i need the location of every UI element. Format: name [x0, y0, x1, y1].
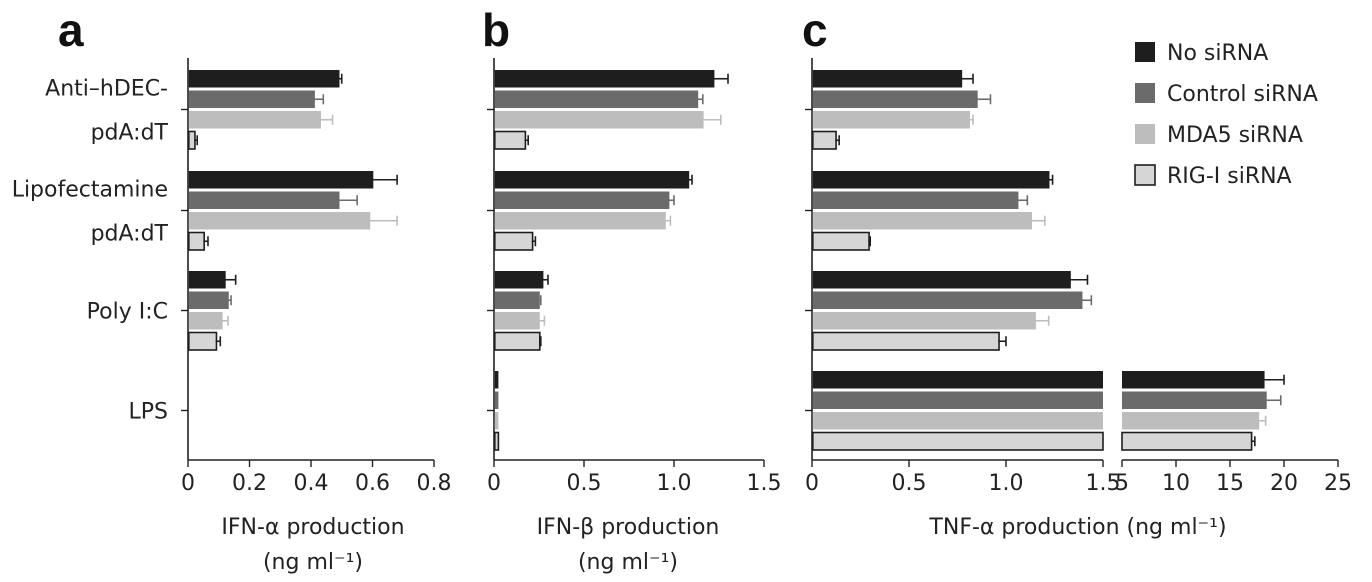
panel-c-bar-no-sirna	[812, 171, 1050, 189]
panel-c-bar-control-sirna	[812, 191, 1019, 209]
legend-swatch-control-sirna	[1135, 83, 1155, 103]
panel-a-x-axis-tick-label: 0	[181, 471, 195, 496]
panel-b-bar-no-sirna	[494, 371, 499, 389]
panel-a-x-axis-title: IFN-α production	[221, 515, 404, 540]
panel-c-bar-control-sirna-seg2	[1122, 391, 1267, 409]
panel-c-x-axis-seg1-tick-label: 0	[805, 471, 819, 496]
panel-a-bar-control-sirna	[188, 90, 315, 108]
panel-a-bar-no-sirna	[188, 171, 374, 189]
panel-c-bar-no-sirna-seg1	[812, 371, 1103, 389]
panel-b-bar-rig-i-sirna	[493, 331, 541, 351]
panel-b-bar-mda5-sirna	[494, 312, 540, 330]
panel-a-bar-rig-i-sirna	[188, 231, 205, 251]
panel-c-bar-mda5-sirna	[812, 312, 1036, 330]
panel-b-bar-control-sirna	[494, 291, 540, 309]
panel-b-bar-rig-i-sirna	[493, 130, 527, 150]
category-label: pdA:dT	[91, 222, 169, 247]
legend-swatch-mda5-sirna	[1135, 124, 1155, 144]
panel-c-x-axis-title: TNF-α production (ng ml⁻¹)	[928, 515, 1226, 540]
panel-c-x-axis-seg2-tick-label: 20	[1270, 471, 1298, 496]
panel-c-bar-rig-i-sirna-seg2	[1121, 431, 1253, 451]
panel-c-bar-no-sirna	[812, 271, 1071, 289]
panel-a-bar-no-sirna	[188, 271, 226, 289]
panel-b-bar-no-sirna	[494, 171, 690, 189]
panel-c-bar-mda5-sirna	[812, 111, 970, 129]
legend-swatch-no-sirna	[1135, 42, 1155, 62]
panel-a-bar-no-sirna	[188, 70, 340, 88]
panel-a-letter: a	[58, 4, 84, 56]
panel-c-bar-rig-i-sirna	[811, 331, 1000, 351]
panel-b-bar-mda5-sirna	[494, 412, 499, 430]
panel-c-bar-mda5-sirna-seg1	[812, 412, 1103, 430]
panel-b-x-axis-title: IFN-β production	[537, 515, 720, 540]
category-label: pdA:dT	[91, 121, 169, 146]
panel-b-x-axis-tick-label: 1.0	[657, 471, 692, 496]
panel-c-bar-mda5-sirna-seg2	[1122, 412, 1260, 430]
legend-swatch-rig-i-sirna	[1134, 164, 1156, 186]
text-layer: a 0 0.2 0.4 0.6 0.8 Anti–hDEC-pdA:dT Lipofectam…	[12, 4, 1352, 575]
panel-a-bar-rig-i-sirna	[188, 130, 196, 150]
panel-c-x-axis-seg2-tick-label: 10	[1162, 471, 1190, 496]
panel-b-bar-rig-i-sirna	[493, 231, 534, 251]
panel-a-x-axis-tick-label: 0.6	[355, 471, 390, 496]
panel-a-bar-control-sirna	[188, 291, 229, 309]
panel-b-bar-no-sirna	[494, 70, 715, 88]
panel-b-bar-rig-i-sirna	[493, 431, 500, 451]
panel-c-bar-rig-i-sirna	[811, 130, 837, 150]
panel-c-bar-rig-i-sirna-seg1	[811, 431, 1104, 451]
legend-label-control-sirna: Control siRNA	[1167, 82, 1318, 107]
panel-c-x-axis-seg2-tick-label: 25	[1324, 471, 1352, 496]
category-label: Lipofectamine	[12, 178, 168, 203]
legend: No siRNA Control siRNA MDA5 siRNA RIG-I siR…	[1134, 41, 1318, 189]
panel-c-bar-rig-i-sirna	[811, 231, 870, 251]
panel-b-x-axis-tick-label: 0	[487, 471, 501, 496]
panel-a-x-axis-tick-label: 0.4	[294, 471, 329, 496]
panel-b-x-axis-tick-label: 1.5	[747, 471, 782, 496]
panel-b-bar-control-sirna	[494, 90, 699, 108]
bars-layer	[188, 70, 1285, 451]
panel-a-x-axis-tick-label: 0.2	[232, 471, 267, 496]
panel-a-x-axis-title: (ng ml⁻¹)	[263, 550, 363, 575]
panel-b-x-axis-title: (ng ml⁻¹)	[578, 550, 678, 575]
panel-a-bar-mda5-sirna	[188, 312, 223, 330]
panel-c-x-axis-seg1-tick-label: 0.5	[892, 471, 927, 496]
panel-c-bar-no-sirna-seg2	[1122, 371, 1265, 389]
legend-label-mda5-sirna: MDA5 siRNA	[1167, 123, 1303, 148]
legend-label-rig-i-sirna: RIG-I siRNA	[1167, 164, 1292, 189]
panel-b-letter: b	[482, 4, 510, 56]
panel-c-bar-mda5-sirna	[812, 212, 1033, 230]
panel-b-x-axis-tick-label: 0.5	[567, 471, 602, 496]
panel-b-bar-no-sirna	[494, 271, 544, 289]
panel-a-x-axis-tick-label: 0.8	[417, 471, 452, 496]
panel-c-bar-no-sirna	[812, 70, 963, 88]
panel-a-bar-mda5-sirna	[188, 212, 371, 230]
panel-a-bar-rig-i-sirna	[188, 331, 218, 351]
legend-label-no-sirna: No siRNA	[1167, 41, 1268, 66]
panel-c-x-axis-seg2-tick-label: 15	[1216, 471, 1244, 496]
panel-c-bar-control-sirna-seg1	[812, 391, 1103, 409]
panel-c-x-axis-seg1-tick-label: 1.0	[989, 471, 1024, 496]
panel-b-bar-mda5-sirna	[494, 212, 666, 230]
axes-layer	[181, 58, 1339, 467]
panel-b-bar-control-sirna	[494, 191, 670, 209]
panel-c-x-axis-seg2-tick-label: 5	[1115, 471, 1129, 496]
panel-c-bar-control-sirna	[812, 291, 1083, 309]
panel-b-bar-mda5-sirna	[494, 111, 704, 129]
panel-a-bar-control-sirna	[188, 191, 340, 209]
category-label: Anti–hDEC-	[45, 77, 168, 102]
panel-a-bar-mda5-sirna	[188, 111, 322, 129]
category-label: Poly I:C	[87, 300, 168, 325]
panel-c-letter: c	[802, 4, 828, 56]
panel-c-bar-control-sirna	[812, 90, 978, 108]
category-label: LPS	[129, 400, 169, 425]
panel-b-bar-control-sirna	[494, 391, 499, 409]
panel-c-x-axis-seg1-tick-label: 1.5	[1086, 471, 1121, 496]
